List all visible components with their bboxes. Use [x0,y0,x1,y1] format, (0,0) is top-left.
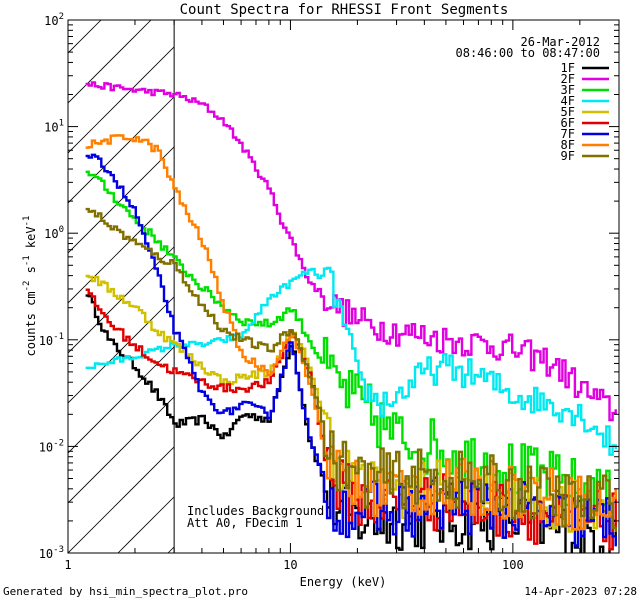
y-tick-label: 100 [44,225,64,241]
time-range: 08:46:00 to 08:47:00 [456,46,601,60]
y-tick-label: 102 [44,12,64,28]
series-line-7F [85,153,617,547]
footer-timestamp: 14-Apr-2023 07:28 [524,585,637,598]
annotation-attenuator: Att A0, FDecim 1 [187,516,303,530]
x-tick-label: 1 [64,558,71,572]
hatch-line [68,20,152,104]
x-axis-label: Energy (keV) [300,575,387,589]
legend-label-7F: 7F [561,127,575,141]
x-tick-label: 10 [283,558,297,572]
hatch-line [0,0,18,553]
x-tick-label: 100 [502,558,524,572]
legend-label-5F: 5F [561,105,575,119]
legend-label-1F: 1F [561,61,575,75]
y-tick-label: 10-1 [39,332,64,348]
plot-frame [67,19,620,554]
legend-label-9F: 9F [561,149,575,163]
legend-label-8F: 8F [561,138,575,152]
hatch-line [0,0,118,553]
series-line-4F [85,266,617,456]
series-line-9F [85,207,617,532]
legend-label-2F: 2F [561,72,575,86]
footer-generated-by: Generated by hsi_min_spectra_plot.pro [3,585,248,598]
observation-date: 26-Mar-2012 [521,35,600,49]
hatch-line [68,20,202,154]
y-axis: 10-3 10-2 10-1 100 101 102 [39,12,619,561]
legend-label-4F: 4F [561,94,575,108]
x-axis: 1 10 100 [64,20,620,572]
y-tick-label: 101 [44,119,64,135]
annotation-background: Includes Background [187,504,324,518]
excluded-region-hatch [0,0,619,553]
hatch-mask [174,20,619,553]
legend-label-6F: 6F [561,116,575,130]
series-line-3F [85,170,617,527]
y-tick-label: 10-2 [39,438,64,454]
series-group [85,81,617,553]
y-axis-label: counts cm-2 s-1 keV-1 [22,216,38,357]
legend-label-3F: 3F [561,83,575,97]
y-tick-label: 10-3 [39,545,64,561]
chart-title: Count Spectra for RHESSI Front Segments [180,2,509,18]
series-line-2F [85,81,617,422]
